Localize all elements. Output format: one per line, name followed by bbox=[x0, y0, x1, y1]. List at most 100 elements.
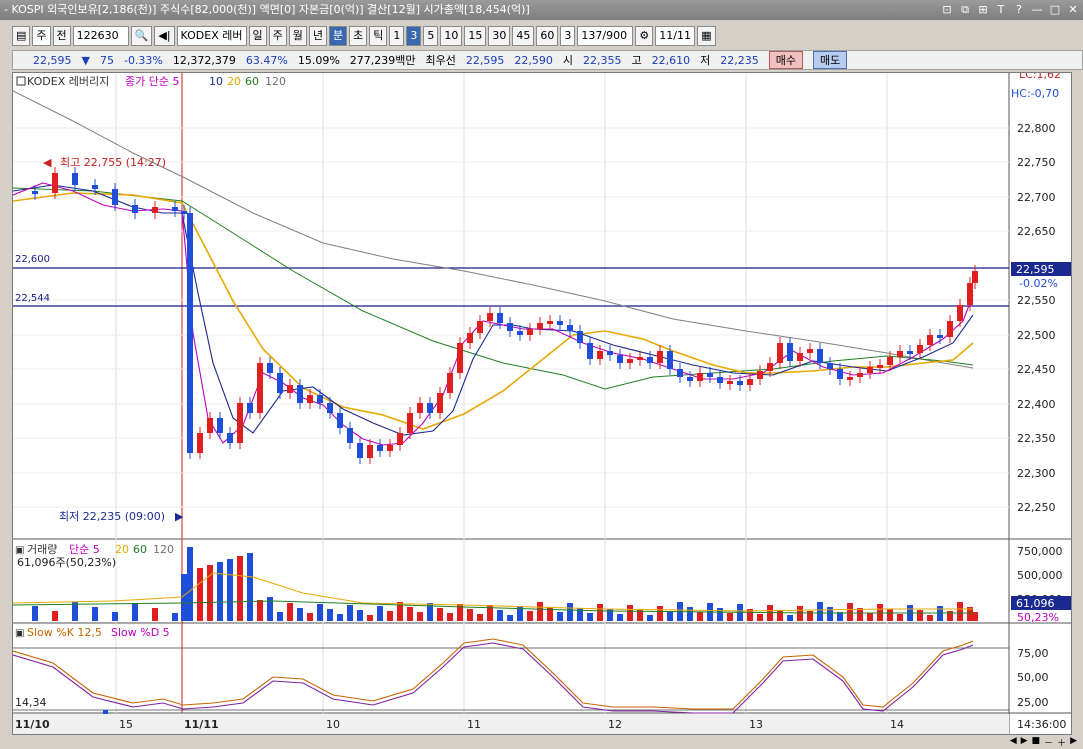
interval-15[interactable]: 15 bbox=[464, 26, 487, 46]
candle-body bbox=[447, 373, 453, 393]
volume-bar bbox=[837, 612, 843, 621]
volume-bar bbox=[517, 606, 523, 621]
chart-svg[interactable]: 22,600 22,544 KODEX 레버리지 종가 단순 5 10 20 6… bbox=[12, 68, 1071, 734]
volume-bar bbox=[487, 605, 493, 621]
buy-button[interactable]: 매수 bbox=[768, 51, 804, 69]
high-label: 고 bbox=[631, 54, 642, 67]
volume-bar bbox=[277, 612, 283, 621]
help-icon[interactable]: ? bbox=[1016, 3, 1022, 16]
volume-legend-ma60: 60 bbox=[133, 543, 147, 556]
candle-body bbox=[197, 433, 203, 453]
candle-body bbox=[477, 321, 483, 333]
candle-body bbox=[357, 443, 363, 458]
candle-body bbox=[627, 359, 633, 363]
volume-bar bbox=[417, 612, 423, 621]
trade-volume: 12,372,379 bbox=[172, 53, 236, 67]
calendar-icon[interactable]: ▦ bbox=[697, 26, 716, 46]
candle-body bbox=[847, 377, 853, 380]
candle-body bbox=[677, 369, 683, 377]
candle-body bbox=[897, 351, 903, 357]
volume-bar bbox=[897, 614, 903, 621]
chart-layout-icon[interactable]: ▤ bbox=[12, 26, 31, 46]
maximize-icon[interactable]: □ bbox=[1049, 3, 1061, 16]
price-tick: 22,550 bbox=[1017, 294, 1056, 307]
search-icon[interactable]: 🔍 bbox=[130, 26, 153, 46]
prev-button[interactable]: 전 bbox=[52, 26, 71, 46]
interval-3[interactable]: 3 bbox=[406, 26, 422, 46]
close-icon[interactable]: ✕ bbox=[1068, 3, 1078, 16]
candle-body bbox=[597, 351, 603, 359]
volume-ma60-line bbox=[12, 600, 973, 614]
volume-bar bbox=[197, 568, 203, 621]
candle-body bbox=[787, 343, 793, 361]
volume-legend-ma5: 단순 5 bbox=[69, 543, 100, 556]
tab-day[interactable]: 일 bbox=[248, 26, 267, 46]
stock-name-field[interactable]: KODEX 레버 bbox=[176, 26, 247, 46]
play-icon[interactable]: ▶ bbox=[1020, 736, 1028, 746]
volume-bar bbox=[217, 562, 223, 621]
copy-icon[interactable]: ⧉ bbox=[961, 3, 969, 16]
minimize-icon[interactable]: — bbox=[1031, 3, 1043, 16]
tab-year[interactable]: 년 bbox=[308, 26, 327, 46]
volume-bar bbox=[72, 602, 78, 621]
text-icon[interactable]: T bbox=[997, 3, 1005, 16]
interval-5[interactable]: 5 bbox=[423, 26, 439, 46]
tab-minute[interactable]: 분 bbox=[329, 26, 348, 46]
sell-button[interactable]: 매도 bbox=[813, 51, 848, 69]
custom-interval-select[interactable]: 3 bbox=[560, 26, 576, 46]
reference-label-22600: 22,600 bbox=[15, 254, 50, 265]
scroll-right-icon[interactable]: ▶ bbox=[1070, 736, 1077, 746]
chart-area[interactable]: 22,600 22,544 KODEX 레버리지 종가 단순 5 10 20 6… bbox=[12, 68, 1072, 735]
candle-body bbox=[217, 418, 223, 433]
daily-low-label: 최저 22,235 (09:00) bbox=[59, 510, 165, 523]
volume-bar bbox=[317, 604, 323, 621]
panel-menu-icon[interactable] bbox=[16, 76, 26, 86]
chart-tool-icon[interactable]: ⚙ bbox=[635, 26, 654, 46]
date-field[interactable]: 11/11 bbox=[655, 26, 696, 46]
candle-body bbox=[437, 393, 443, 413]
zoom-in-icon[interactable]: ＋ bbox=[1057, 739, 1067, 749]
volume-bar bbox=[607, 609, 613, 621]
candle-body bbox=[937, 335, 943, 338]
zoom-out-icon[interactable]: － bbox=[1044, 739, 1054, 749]
scroll-left-icon[interactable]: ◀ bbox=[1009, 736, 1017, 746]
tab-week[interactable]: 주 bbox=[268, 26, 287, 46]
tab-month[interactable]: 월 bbox=[288, 26, 307, 46]
current-time: 14:36:00 bbox=[1017, 718, 1066, 731]
time-label: 11/11 bbox=[184, 718, 219, 731]
interval-10[interactable]: 10 bbox=[440, 26, 463, 46]
volume-bar bbox=[347, 605, 353, 621]
lock-icon[interactable]: ⊞ bbox=[978, 3, 988, 16]
stoch-menu-icon[interactable]: ▣ bbox=[15, 628, 24, 639]
candle-body bbox=[757, 371, 763, 379]
volume-bar bbox=[577, 608, 583, 621]
volume-menu-icon[interactable]: ▣ bbox=[15, 545, 24, 556]
period-select[interactable]: 주 bbox=[32, 26, 51, 46]
bar-count-field[interactable]: 137/900 bbox=[577, 26, 634, 46]
link-icon[interactable]: ⊡ bbox=[942, 3, 952, 16]
interval-1[interactable]: 1 bbox=[389, 26, 405, 46]
time-label: 15 bbox=[119, 718, 133, 731]
candle-body bbox=[297, 385, 303, 403]
tab-second[interactable]: 초 bbox=[349, 26, 368, 46]
horizontal-grid bbox=[13, 127, 1009, 508]
tab-tick[interactable]: 틱 bbox=[369, 26, 388, 46]
interval-60[interactable]: 60 bbox=[536, 26, 559, 46]
legend-ma5: 종가 단순 5 bbox=[125, 75, 179, 88]
candle-body bbox=[577, 331, 583, 343]
bottom-controls: ◀ ▶ ■ － ＋ ▶ bbox=[12, 736, 1083, 749]
volume-bar bbox=[507, 615, 513, 621]
interval-30[interactable]: 30 bbox=[488, 26, 511, 46]
candle-body bbox=[657, 351, 663, 363]
candle-body bbox=[557, 321, 563, 325]
candle-body bbox=[647, 357, 653, 363]
stock-code-input[interactable]: 122630 bbox=[72, 26, 129, 46]
volume-bar bbox=[407, 607, 413, 621]
volume-bar bbox=[397, 602, 403, 621]
sound-icon[interactable]: ◀| bbox=[154, 26, 175, 46]
interval-45[interactable]: 45 bbox=[512, 26, 535, 46]
pause-icon[interactable]: ■ bbox=[1031, 736, 1041, 746]
candle-body bbox=[417, 403, 423, 413]
volume-bar bbox=[152, 608, 158, 621]
low-price: 22,235 bbox=[720, 53, 759, 67]
